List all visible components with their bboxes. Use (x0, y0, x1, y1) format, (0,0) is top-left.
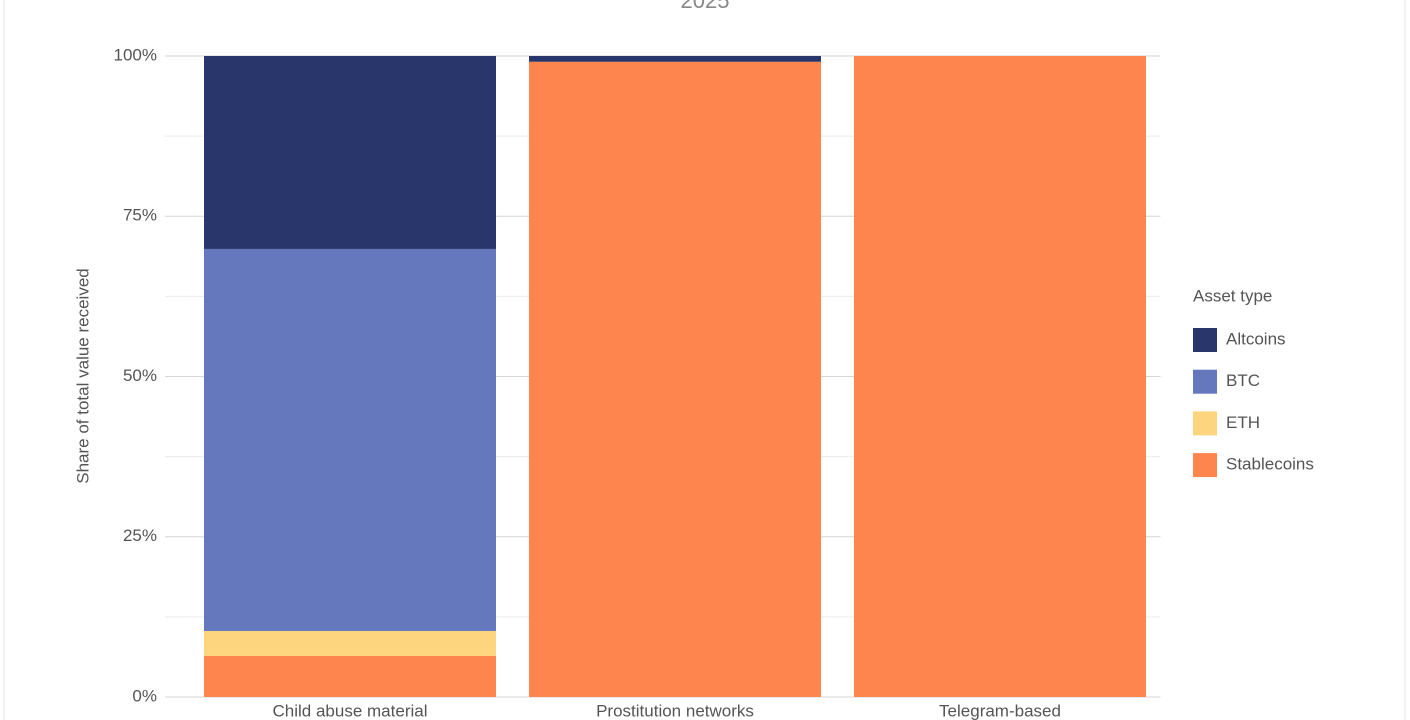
legend-swatch (1193, 369, 1217, 394)
y-axis-label: Share of total value received (73, 268, 92, 483)
bar-segment (204, 630, 496, 656)
bar-segment (529, 61, 821, 698)
chart-title: 2025 (681, 0, 730, 13)
bar-segment (204, 56, 496, 249)
y-tick-label: 50% (123, 366, 157, 385)
x-tick-label: Telegram-based (939, 701, 1061, 720)
legend-swatch (1193, 328, 1217, 352)
bar-segment (204, 655, 496, 697)
legend-label: ETH (1226, 413, 1260, 432)
y-tick-label: 25% (123, 526, 157, 545)
legend-label: BTC (1226, 371, 1260, 390)
bar-segment (204, 248, 496, 631)
x-tick-label: Child abuse material (273, 701, 428, 720)
legend-swatch (1193, 453, 1217, 478)
y-tick-label: 0% (132, 686, 157, 705)
bar-segment (529, 56, 821, 62)
frame (3, 0, 1406, 720)
bar-segment (854, 56, 1146, 697)
y-tick-label: 75% (123, 206, 157, 225)
legend-swatch (1193, 411, 1217, 436)
x-tick-label: Prostitution networks (596, 701, 754, 720)
legend-title: Asset type (1193, 286, 1272, 305)
legend-label: Stablecoins (1226, 455, 1314, 474)
legend-label: Altcoins (1226, 329, 1286, 348)
y-tick-label: 100% (114, 45, 157, 64)
